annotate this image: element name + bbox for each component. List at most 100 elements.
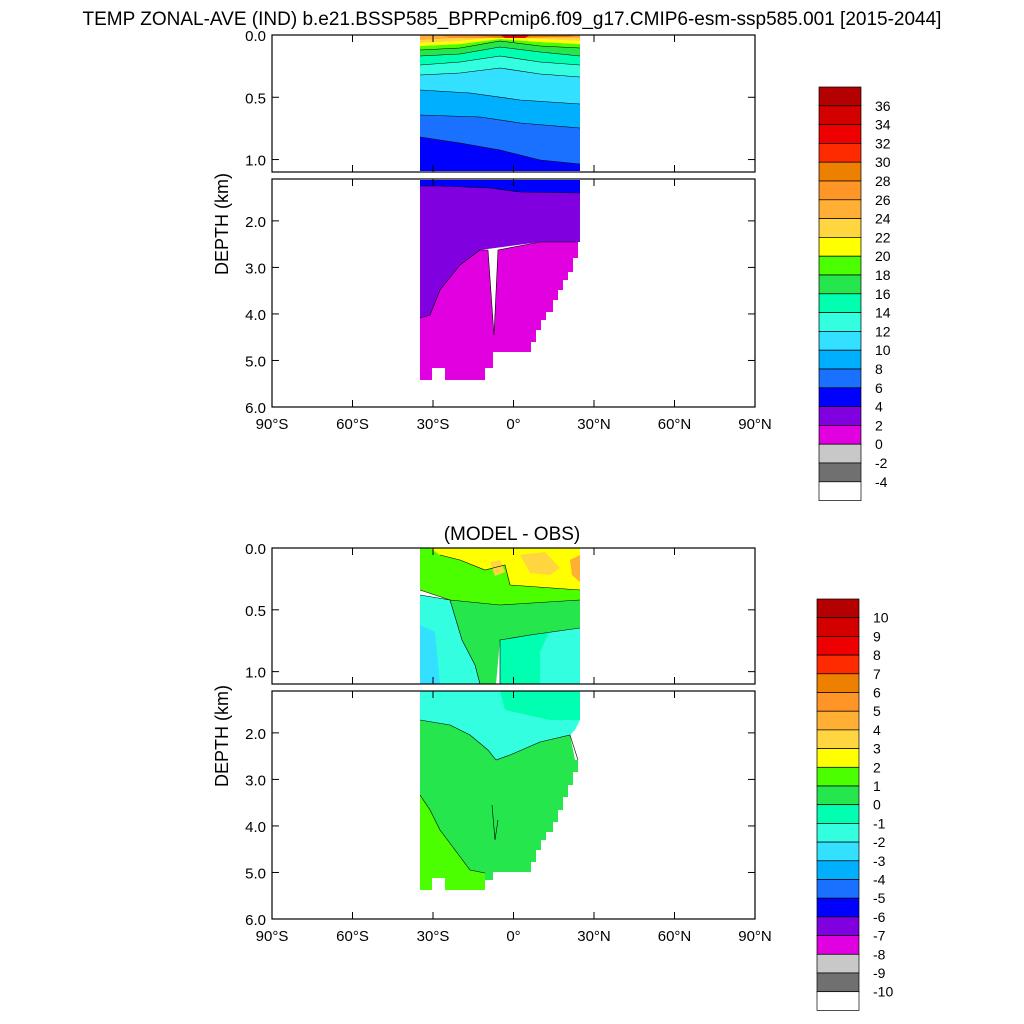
- band-fill: [420, 137, 580, 171]
- colorbar-label: 34: [875, 117, 891, 133]
- y-tick-label: 6.0: [245, 912, 266, 929]
- colorbar-swatch: [816, 879, 860, 899]
- contour-line: [419, 89, 581, 105]
- band-fill: [500, 35, 530, 38]
- band-fill: [420, 180, 580, 193]
- colorbar-label: -7: [873, 928, 886, 944]
- colorbar-swatch: [816, 710, 860, 731]
- colorbar-swatch: [816, 916, 860, 936]
- band-fill: [420, 115, 580, 164]
- colorbar-swatch: [816, 841, 860, 862]
- contour-line: [419, 241, 578, 336]
- y-tick-label: 0.5: [245, 90, 266, 107]
- band-fill: [420, 41, 580, 56]
- contour-line: [419, 114, 581, 129]
- lower-field: [419, 180, 581, 380]
- colorbar-swatch: [816, 991, 860, 1011]
- band-fill: [500, 691, 580, 720]
- band-fill: [420, 180, 580, 318]
- colorbar-swatch: [816, 804, 860, 824]
- contour-line: [439, 554, 581, 591]
- y-tick-label: 0.0: [245, 28, 266, 45]
- colorbar-swatch: [816, 860, 860, 880]
- colorbar-swatch: [818, 293, 862, 313]
- x-tick-label: 30°N: [577, 928, 611, 945]
- axis-ticks: 90°S 60°S 30°S 0° 30°N 60°N 90°N 0.0 0.5 1.0 2.0 3.…: [245, 541, 772, 945]
- colorbar-swatch: [816, 897, 860, 918]
- colorbar-swatch: [818, 331, 862, 351]
- y-tick-label: 5.0: [245, 353, 266, 370]
- colorbar-swatch: [816, 654, 860, 675]
- contour-line: [419, 594, 481, 685]
- x-tick-label: 60°S: [336, 928, 369, 945]
- colorbar-swatch: [818, 86, 862, 107]
- colorbar-swatch: [818, 105, 862, 125]
- colorbar-swatch: [818, 462, 862, 483]
- colorbar-label: 8: [875, 361, 883, 377]
- band-fill: [420, 90, 580, 128]
- x-tick-label: 0°: [506, 928, 520, 945]
- x-tick-label: 30°N: [577, 416, 611, 433]
- colorbar-label: 12: [875, 323, 891, 339]
- contour-line: [419, 55, 581, 66]
- band-fill: [570, 555, 580, 582]
- x-tick-label: 90°N: [738, 928, 772, 945]
- colorbar-label: 24: [875, 211, 891, 227]
- band-fill: [420, 36, 580, 43]
- temperature-chart: 90°S 60°S 30°S 0° 30°N 60°N 90°N 0.0 0.5 1.0 2.0 3.…: [212, 28, 891, 501]
- colorbar-label: 32: [875, 135, 891, 151]
- y-axis-label: DEPTH (km): [212, 685, 232, 787]
- colorbar-swatch: [818, 161, 862, 182]
- colorbar-label: 0: [875, 436, 883, 452]
- colorbar-label: 22: [875, 229, 891, 245]
- colorbar-label: -6: [873, 909, 886, 925]
- colorbar-label: 0: [873, 797, 881, 813]
- contour-line: [419, 67, 581, 78]
- colorbar-swatch: [818, 237, 862, 257]
- colorbar-label: -5: [873, 890, 886, 906]
- colorbar-swatch: [816, 673, 860, 693]
- colorbar-swatch: [818, 368, 862, 389]
- colorbar-label: 10: [875, 342, 891, 358]
- y-tick-label: 1.0: [245, 153, 266, 170]
- colorbar-swatch: [816, 692, 860, 712]
- y-tick-label: 2.0: [245, 726, 266, 743]
- colorbar-label: 7: [873, 666, 881, 682]
- colorbar-swatch: [818, 255, 862, 276]
- colorbar-label: -9: [873, 965, 886, 981]
- y-tick-label: 3.0: [245, 772, 266, 789]
- colorbar-label: 6: [875, 380, 883, 396]
- colorbar-swatch: [818, 180, 862, 201]
- colorbar-swatch: [816, 617, 860, 637]
- contour-line: [491, 804, 499, 841]
- colorbar-label: -4: [873, 872, 886, 888]
- colorbar-label: -4: [875, 474, 888, 490]
- temperature-field: [419, 35, 581, 380]
- y-axis-label: DEPTH (km): [212, 173, 232, 275]
- contour-line: [419, 46, 581, 57]
- contour-line: [419, 589, 581, 606]
- x-tick-label: 60°S: [336, 416, 369, 433]
- colorbar-swatch: [818, 349, 862, 370]
- band-fill: [490, 560, 505, 576]
- colorbar-swatch: [818, 481, 862, 501]
- colorbar-swatch: [816, 972, 860, 993]
- colorbar-label: 2: [873, 759, 881, 775]
- colorbar-swatch: [818, 443, 862, 464]
- y-tick-label: 2.0: [245, 214, 266, 231]
- x-tick-label: 90°S: [256, 928, 289, 945]
- colorbar-swatch: [818, 274, 862, 295]
- colorbar-label: -8: [873, 946, 886, 962]
- difference-field: [419, 548, 581, 890]
- colorbar-label: 20: [875, 248, 891, 264]
- contour-line: [419, 40, 581, 51]
- colorbar-swatch: [816, 935, 860, 955]
- y-tick-label: 5.0: [245, 865, 266, 882]
- band-fill: [420, 37, 580, 46]
- contour-line: [499, 627, 581, 684]
- colorbar-swatch: [816, 766, 860, 787]
- colorbar-swatch: [818, 312, 862, 332]
- x-tick-label: 30°S: [417, 928, 450, 945]
